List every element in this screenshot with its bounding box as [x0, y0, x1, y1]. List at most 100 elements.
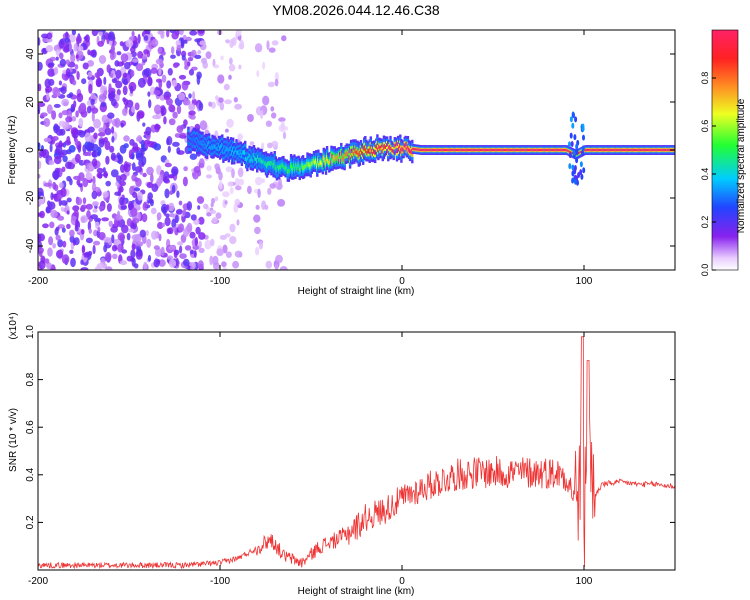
noise-blob — [206, 165, 212, 172]
noise-blob — [52, 181, 57, 190]
noise-blob — [181, 54, 186, 61]
noise-blob — [187, 61, 191, 67]
noise-blob — [256, 70, 260, 77]
noise-blob — [123, 72, 128, 78]
noise-blob — [235, 185, 242, 191]
noise-blob — [163, 116, 167, 125]
noise-blob — [75, 153, 81, 163]
noise-blob — [68, 43, 73, 53]
noise-blob — [197, 30, 205, 34]
noise-blob — [193, 250, 197, 258]
feature-blob — [572, 112, 575, 119]
noise-blob — [201, 57, 207, 64]
noise-blob — [183, 119, 188, 126]
noise-blob — [44, 258, 50, 264]
noise-blob — [86, 106, 92, 114]
noise-blob — [179, 253, 187, 259]
noise-blob — [46, 104, 53, 115]
noise-blob — [160, 246, 165, 257]
noise-blob — [169, 30, 176, 34]
noise-blob — [152, 114, 160, 120]
noise-blob — [119, 174, 127, 181]
noise-blob — [257, 188, 261, 198]
feature-blob — [575, 143, 579, 150]
noise-blob — [97, 226, 101, 233]
noise-blob — [110, 226, 118, 233]
noise-blob — [85, 203, 93, 210]
noise-blob — [232, 260, 240, 269]
noise-blob — [175, 257, 179, 267]
noise-blob — [98, 205, 104, 210]
noise-blob — [84, 34, 90, 43]
noise-blob — [156, 212, 162, 221]
feature-blob — [581, 145, 585, 152]
noise-blob — [214, 163, 220, 170]
noise-blob — [115, 176, 120, 181]
noise-blob — [66, 210, 70, 215]
noise-blob — [189, 30, 198, 36]
noise-blob — [48, 236, 54, 246]
y-tick-label: 40 — [25, 48, 36, 60]
noise-blob — [82, 197, 87, 205]
noise-blob — [93, 118, 101, 129]
noise-blob — [91, 190, 98, 200]
noise-blob — [76, 92, 84, 103]
noise-blob — [178, 223, 185, 232]
noise-blob — [106, 203, 112, 212]
noise-blob — [209, 255, 214, 266]
noise-blob — [80, 259, 84, 266]
noise-blob — [103, 170, 108, 179]
feature-blob — [581, 149, 584, 156]
noise-blob — [204, 239, 212, 250]
noise-blob — [117, 232, 126, 242]
noise-blob — [259, 109, 264, 120]
noise-blob — [55, 234, 61, 241]
noise-blob — [73, 237, 80, 246]
noise-blob — [239, 39, 245, 50]
noise-blob — [135, 63, 144, 72]
noise-blob — [72, 79, 77, 86]
noise-blob — [225, 128, 229, 133]
noise-blob — [147, 254, 152, 262]
noise-blob — [113, 220, 118, 227]
noise-blob — [69, 235, 75, 243]
noise-blob — [103, 76, 107, 85]
noise-blob — [48, 160, 55, 166]
noise-blob — [90, 98, 95, 106]
noise-blob — [189, 249, 194, 255]
noise-blob — [222, 266, 227, 270]
noise-blob — [255, 176, 263, 186]
noise-blob — [267, 187, 272, 195]
noise-blob — [142, 69, 150, 78]
noise-blob — [168, 118, 176, 126]
noise-blob — [42, 223, 49, 229]
noise-blob — [93, 132, 98, 140]
noise-blob — [151, 230, 158, 240]
noise-blob — [117, 243, 123, 253]
noise-blob — [92, 244, 96, 255]
noise-blob — [41, 149, 50, 159]
noise-blob — [132, 58, 139, 63]
noise-blob — [148, 99, 152, 109]
noise-blob — [158, 259, 166, 267]
noise-blob — [228, 74, 232, 80]
noise-blob — [93, 240, 101, 246]
noise-blob — [66, 197, 72, 203]
noise-blob — [214, 196, 219, 202]
noise-blob — [237, 167, 244, 178]
noise-blob — [228, 63, 236, 72]
noise-blob — [44, 182, 52, 187]
noise-blob — [134, 166, 143, 173]
noise-blob — [223, 83, 230, 91]
noise-blob — [167, 68, 173, 76]
noise-blob — [119, 41, 124, 47]
noise-blob — [166, 227, 172, 234]
noise-blob — [65, 68, 71, 78]
snr-x-label: Height of straight line (km) — [298, 586, 415, 597]
noise-blob — [103, 236, 112, 243]
snr-frame — [37, 331, 676, 571]
noise-blob — [38, 102, 46, 107]
noise-blob — [213, 64, 220, 69]
noise-blob — [59, 128, 66, 136]
noise-blob — [92, 175, 96, 186]
